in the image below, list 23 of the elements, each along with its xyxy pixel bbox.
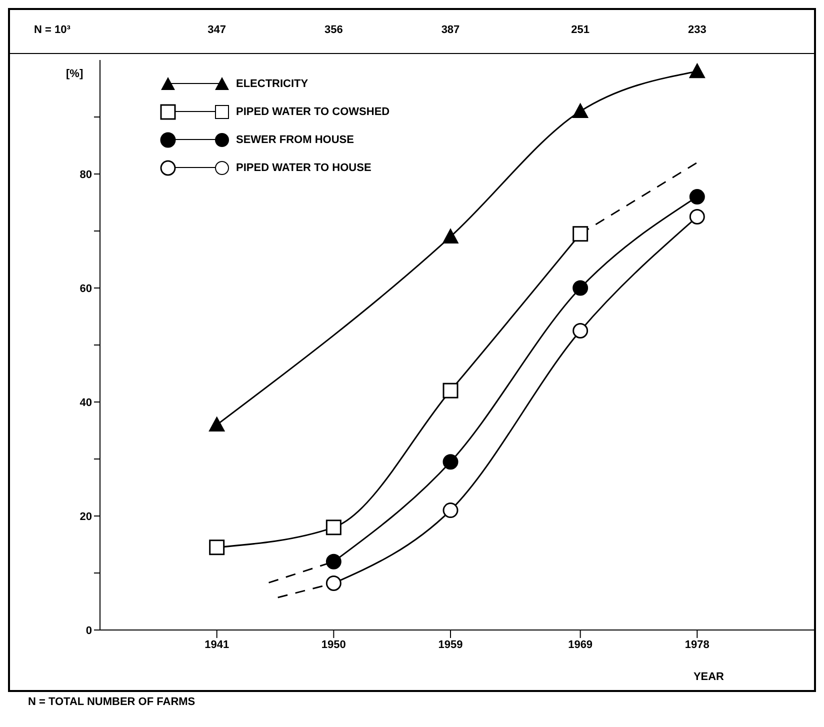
text: N = 10³ [34, 24, 70, 36]
y-tick-label: 0 [86, 624, 92, 637]
x-tick-label: 1950 [321, 638, 346, 651]
text: 233 [686, 24, 708, 36]
x-tick-label: 1969 [568, 638, 593, 651]
text: 387 [440, 24, 461, 36]
x-tick-label: 1941 [204, 638, 230, 651]
text: 347 [206, 24, 227, 36]
legend-label: PIPED WATER TO COWSHED [236, 106, 390, 118]
legend-label: ELECTRICITY [236, 78, 308, 90]
text: 251 [570, 24, 590, 36]
text: N = TOTAL NUMBER OF FARMS [28, 696, 196, 708]
y-axis-title: [%] [66, 68, 84, 80]
y-tick-label: 40 [80, 396, 92, 409]
x-tick-label: 1978 [684, 638, 710, 651]
legend-label: PIPED WATER TO HOUSE [236, 162, 372, 174]
y-tick-label: 60 [80, 282, 92, 295]
y-tick-label: 80 [80, 168, 92, 181]
y-tick-label: 20 [80, 510, 92, 523]
x-axis-title: YEAR [693, 671, 724, 683]
legend-label: SEWER FROM HOUSE [236, 134, 354, 146]
x-tick-label: 1959 [438, 638, 463, 651]
text: 356 [323, 24, 344, 36]
